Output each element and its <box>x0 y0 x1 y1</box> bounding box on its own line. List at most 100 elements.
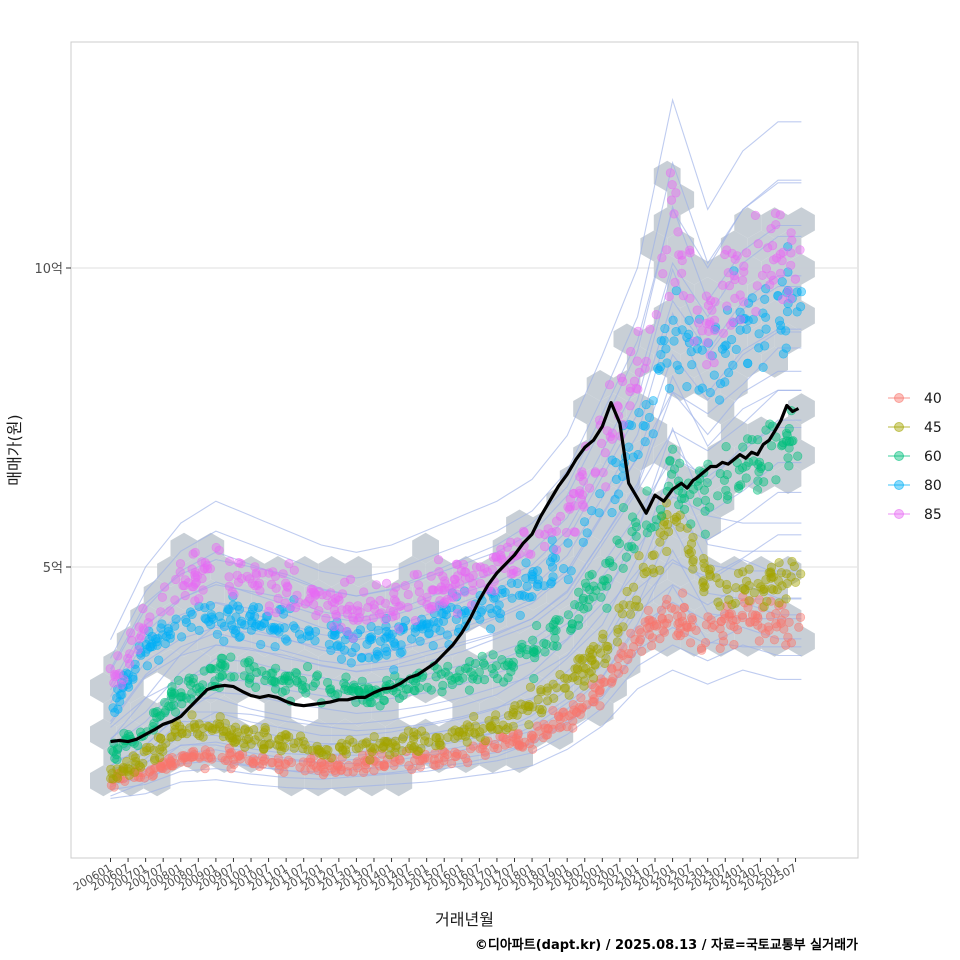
data-point-45 <box>491 710 501 720</box>
data-point-80 <box>728 360 738 370</box>
data-point-60 <box>531 620 542 631</box>
data-point-85 <box>737 275 748 285</box>
data-point-60 <box>217 670 227 680</box>
data-point-45 <box>130 767 140 777</box>
data-point-45 <box>167 731 177 742</box>
data-point-60 <box>766 441 777 451</box>
data-point-45 <box>220 718 230 729</box>
data-point-60 <box>667 444 678 454</box>
data-point-85 <box>625 401 635 411</box>
hexbin-cell <box>506 602 533 634</box>
data-point-80 <box>748 314 758 325</box>
data-point-80 <box>653 364 663 374</box>
legend-label: 80 <box>924 478 942 494</box>
hexbin-cell <box>586 370 614 401</box>
data-point-85 <box>736 315 746 325</box>
data-point-80 <box>720 377 730 387</box>
hexbin-cell <box>653 160 681 192</box>
data-point-60 <box>700 495 711 506</box>
data-point-85 <box>633 326 643 337</box>
data-point-45 <box>122 756 132 767</box>
data-point-60 <box>210 676 220 686</box>
data-point-45 <box>603 641 613 652</box>
data-point-60 <box>480 660 490 670</box>
data-point-60 <box>700 529 710 539</box>
data-point-85 <box>750 210 761 220</box>
legend-key-point <box>894 422 904 432</box>
data-point-85 <box>658 269 668 279</box>
data-point-40 <box>501 734 511 745</box>
data-point-80 <box>339 645 350 655</box>
data-point-45 <box>130 753 140 763</box>
data-point-85 <box>229 589 239 600</box>
data-point-80 <box>177 632 187 642</box>
data-point-85 <box>730 274 740 285</box>
data-point-45 <box>659 530 669 540</box>
data-point-80 <box>142 661 152 671</box>
data-point-85 <box>388 606 398 616</box>
data-point-45 <box>698 553 709 564</box>
data-point-80 <box>527 569 537 580</box>
data-point-80 <box>633 450 643 460</box>
data-point-85 <box>775 268 786 279</box>
data-point-80 <box>225 615 236 625</box>
data-point-40 <box>466 744 476 754</box>
data-point-40 <box>776 618 786 628</box>
data-point-45 <box>705 571 716 581</box>
data-point-60 <box>168 693 178 703</box>
data-point-40 <box>140 773 150 783</box>
data-point-40 <box>548 719 558 729</box>
data-point-60 <box>579 604 589 614</box>
data-point-40 <box>645 615 655 625</box>
data-point-85 <box>403 602 413 612</box>
data-point-40 <box>769 635 780 645</box>
data-point-60 <box>781 436 792 446</box>
data-point-40 <box>207 754 217 764</box>
data-point-40 <box>729 639 739 650</box>
data-point-85 <box>175 567 185 577</box>
data-point-85 <box>225 556 235 566</box>
data-point-45 <box>510 701 520 711</box>
hexbin-cell <box>90 672 117 704</box>
data-point-40 <box>637 646 647 656</box>
data-point-85 <box>449 574 459 584</box>
data-point-85 <box>665 168 676 178</box>
data-point-45 <box>289 738 299 749</box>
data-point-45 <box>157 742 167 752</box>
data-point-85 <box>396 601 406 611</box>
data-point-85 <box>584 483 595 493</box>
hexbin-cell <box>291 602 319 634</box>
hexbin-cell <box>626 532 654 564</box>
data-point-45 <box>573 665 583 675</box>
data-point-40 <box>706 615 716 625</box>
data-point-45 <box>560 673 570 683</box>
data-point-80 <box>380 643 390 653</box>
data-point-45 <box>655 565 665 575</box>
data-point-40 <box>480 750 491 761</box>
contour-line <box>110 331 802 713</box>
data-point-85 <box>551 516 562 526</box>
data-point-40 <box>728 615 738 625</box>
data-point-45 <box>774 558 784 568</box>
data-point-40 <box>658 626 668 636</box>
data-point-85 <box>785 294 796 304</box>
data-point-80 <box>406 634 417 644</box>
data-point-45 <box>548 679 558 689</box>
data-point-45 <box>365 755 375 765</box>
data-point-80 <box>760 312 771 322</box>
hexbin-cell <box>586 602 614 634</box>
data-point-60 <box>251 667 262 678</box>
data-point-40 <box>606 678 616 688</box>
data-point-80 <box>731 344 741 355</box>
data-point-45 <box>740 584 750 595</box>
data-point-80 <box>441 604 452 615</box>
hexbin-cell <box>143 765 171 797</box>
data-point-85 <box>551 545 562 555</box>
data-point-85 <box>255 585 265 596</box>
data-point-40 <box>613 668 624 678</box>
data-point-40 <box>715 643 725 654</box>
data-point-40 <box>691 625 701 636</box>
data-point-40 <box>758 602 768 613</box>
data-point-85 <box>171 574 181 585</box>
